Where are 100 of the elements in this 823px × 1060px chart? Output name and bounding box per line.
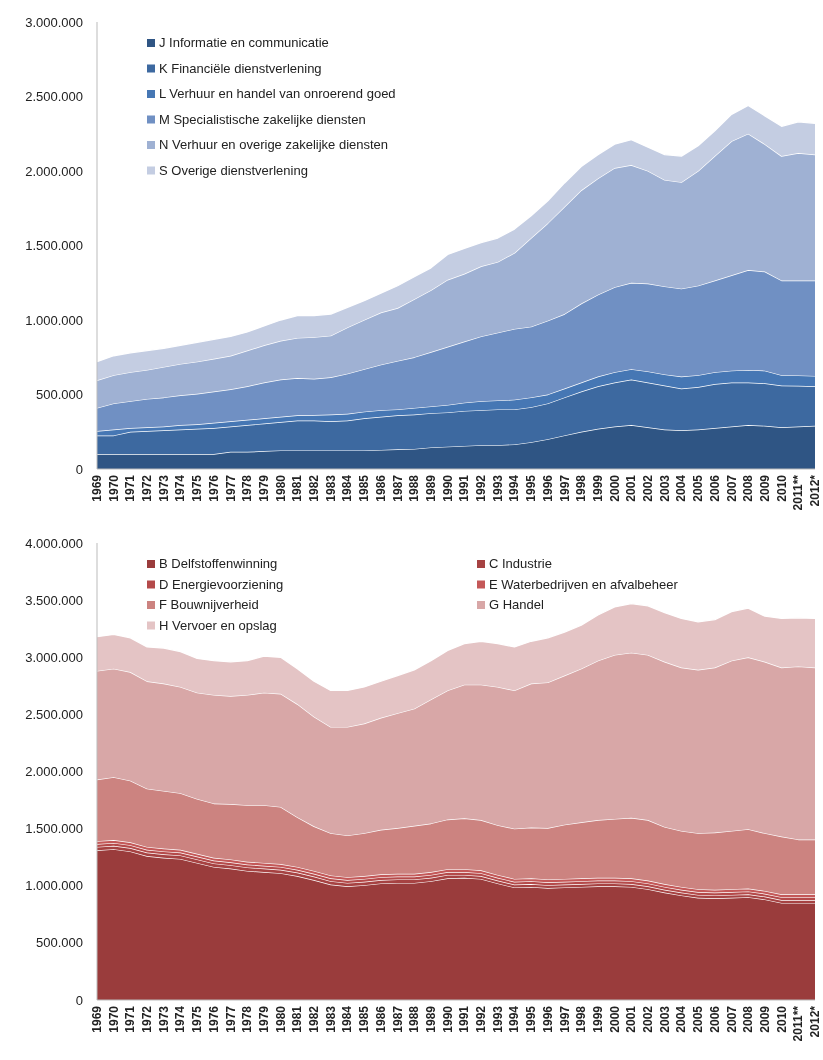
x-tick-label: 1989 xyxy=(423,474,438,502)
x-tick-label: 1972 xyxy=(140,474,155,502)
x-tick-label: 2001 xyxy=(624,1005,639,1033)
x-tick-label: 1985 xyxy=(357,1005,372,1033)
x-tick-label: 1986 xyxy=(373,474,388,502)
x-tick-label: 1992 xyxy=(474,1005,489,1033)
x-tick-label: 2000 xyxy=(607,474,622,502)
y-tick-label: 1.000.000 xyxy=(25,878,83,894)
legend-label: M Specialistische zakelijke diensten xyxy=(159,111,366,127)
x-tick-label: 2008 xyxy=(741,1005,756,1033)
x-tick-label: 1987 xyxy=(390,474,405,502)
x-tick-label: 1976 xyxy=(206,1005,221,1033)
x-tick-label: 1982 xyxy=(307,1005,322,1033)
x-tick-label: 1970 xyxy=(106,474,121,502)
x-tick-label: 1976 xyxy=(206,474,221,502)
x-tick-label: 1978 xyxy=(240,1005,255,1033)
x-tick-label: 2003 xyxy=(657,474,672,502)
x-tick-label: 2010 xyxy=(774,474,789,502)
legend-label: J Informatie en communicatie xyxy=(159,35,329,50)
legend-label: S Overige dienstverlening xyxy=(159,162,308,178)
x-tick-label: 1977 xyxy=(223,474,238,502)
x-tick-label: 1999 xyxy=(590,474,605,502)
x-tick-label: 2010 xyxy=(774,1005,789,1033)
y-tick-label: 4.000.000 xyxy=(25,535,83,551)
x-tick-label: 1988 xyxy=(407,474,422,502)
x-tick-label: 2005 xyxy=(691,1005,706,1033)
x-tick-label: 1987 xyxy=(390,1005,405,1033)
x-tick-label: 1994 xyxy=(507,474,522,502)
y-tick-label: 3.500.000 xyxy=(25,592,83,608)
x-tick-label: 1980 xyxy=(273,474,288,502)
y-tick-label: 0 xyxy=(75,461,83,477)
x-tick-label: 1984 xyxy=(340,474,355,502)
x-tick-label: 1997 xyxy=(557,1005,572,1033)
x-tick-label: 1989 xyxy=(423,1005,438,1033)
x-tick-label: 2011** xyxy=(791,1005,806,1042)
x-tick-label: 1996 xyxy=(540,1005,555,1033)
x-tick-label: 1998 xyxy=(574,474,589,502)
x-tick-label: 1970 xyxy=(106,1005,121,1033)
x-tick-label: 2002 xyxy=(641,474,656,502)
y-tick-label: 500.000 xyxy=(36,935,83,951)
x-tick-label: 1990 xyxy=(440,474,455,502)
x-tick-label: 2007 xyxy=(724,474,739,502)
legend-label: E Waterbedrijven en afvalbeheer xyxy=(489,576,679,592)
x-tick-label: 1979 xyxy=(256,474,271,502)
x-tick-label: 2005 xyxy=(691,474,706,502)
x-tick-label: 1982 xyxy=(307,474,322,502)
x-tick-label: 2001 xyxy=(624,474,639,502)
y-tick-label: 1.500.000 xyxy=(25,238,83,254)
y-tick-label: 1.000.000 xyxy=(25,312,83,328)
x-tick-label: 1974 xyxy=(173,474,188,502)
y-tick-label: 500.000 xyxy=(36,387,83,403)
x-tick-label: 1980 xyxy=(273,1005,288,1033)
x-tick-label: 2004 xyxy=(674,1005,689,1033)
x-tick-label: 1973 xyxy=(156,1005,171,1033)
legend-label: C Industrie xyxy=(489,556,552,571)
x-tick-label: 1991 xyxy=(457,1005,472,1033)
x-tick-label: 1977 xyxy=(223,1005,238,1033)
x-tick-label: 1981 xyxy=(290,474,305,502)
x-tick-label: 1983 xyxy=(323,474,338,502)
x-tick-label: 1993 xyxy=(490,474,505,502)
legend-label: N Verhuur en overige zakelijke diensten xyxy=(159,137,389,152)
x-tick-label: 1988 xyxy=(407,1005,422,1033)
x-tick-label: 2009 xyxy=(757,1005,772,1033)
x-tick-label: 2011** xyxy=(791,474,806,511)
x-tick-label: 1990 xyxy=(440,1005,455,1033)
legend-label: H Vervoer en opslag xyxy=(159,617,277,633)
y-tick-label: 2.000.000 xyxy=(25,764,83,780)
y-tick-label: 2.000.000 xyxy=(25,163,83,179)
x-tick-label: 1995 xyxy=(524,474,539,502)
x-tick-label: 1979 xyxy=(256,1005,271,1033)
y-tick-label: 3.000.000 xyxy=(25,14,83,30)
legend-label: F Bouwnijverheid xyxy=(159,597,259,612)
x-tick-label: 1996 xyxy=(540,474,555,502)
legend-label: G Handel xyxy=(489,597,545,612)
x-tick-label: 1969 xyxy=(90,474,104,502)
x-tick-label: 1984 xyxy=(340,1005,355,1033)
x-tick-label: 1999 xyxy=(590,1005,605,1033)
x-tick-label: 2008 xyxy=(741,474,756,502)
x-tick-label: 1974 xyxy=(173,1005,188,1033)
x-tick-label: 1997 xyxy=(557,474,572,502)
x-tick-label: 1973 xyxy=(156,474,171,502)
legend-label: D Energievoorziening xyxy=(159,576,284,592)
x-tick-label: 1992 xyxy=(474,474,489,502)
x-tick-label: 1983 xyxy=(323,1005,338,1033)
x-tick-label: 1975 xyxy=(190,1005,205,1033)
x-tick-label: 1995 xyxy=(524,1005,539,1033)
legend-label: L Verhuur en handel van onroerend goed xyxy=(159,86,396,101)
x-tick-label: 1975 xyxy=(190,474,205,502)
x-tick-label: 1969 xyxy=(90,1005,104,1033)
x-tick-label: 2003 xyxy=(657,1005,672,1033)
x-tick-label: 1985 xyxy=(357,474,372,502)
x-tick-label: 1972 xyxy=(140,1005,155,1033)
x-tick-label: 2007 xyxy=(724,1005,739,1033)
legend-label: B Delfstoffenwinning xyxy=(159,556,278,571)
x-tick-label: 2002 xyxy=(641,1005,656,1033)
x-tick-label: 1998 xyxy=(574,1005,589,1033)
y-tick-label: 0 xyxy=(75,992,83,1008)
x-tick-label: 2000 xyxy=(607,1005,622,1033)
x-tick-label: 2012* xyxy=(808,474,822,507)
x-tick-label: 1994 xyxy=(507,1005,522,1033)
